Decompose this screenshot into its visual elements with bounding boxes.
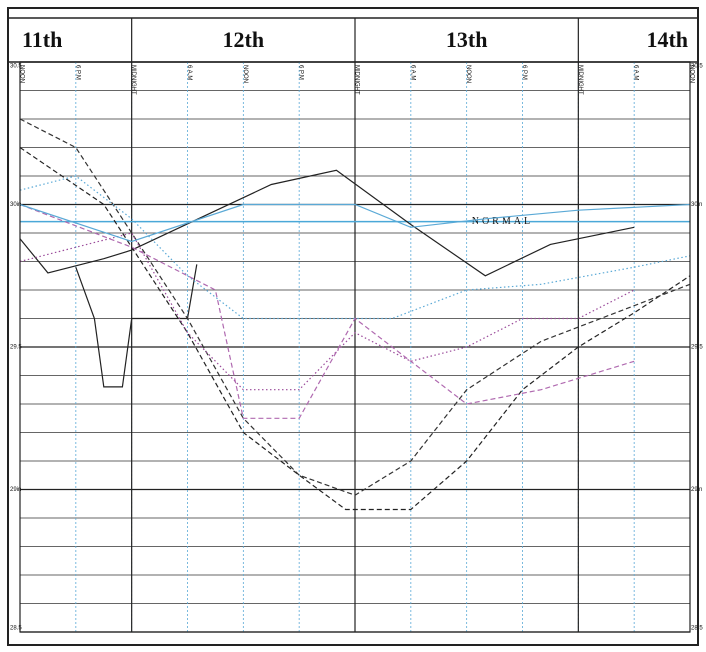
x-tick-label: NOON bbox=[688, 65, 694, 83]
pressure-line bbox=[19, 203, 691, 243]
x-tick-label: 6 A.M bbox=[409, 65, 415, 80]
y-tick-label: 30.5 bbox=[10, 64, 22, 70]
day-label: 11th bbox=[22, 27, 62, 52]
y-tick-label: 30in bbox=[10, 202, 21, 208]
x-tick-label: 6 P.M bbox=[521, 65, 527, 80]
y-tick-label: 28.5 bbox=[10, 626, 22, 632]
pressure-line bbox=[19, 175, 691, 320]
pressure-line bbox=[19, 232, 635, 391]
y-tick-label: 29.5 bbox=[10, 345, 22, 351]
pressure-line bbox=[19, 147, 691, 511]
x-tick-label: 6 A.M bbox=[633, 65, 639, 80]
normal-label: NORMAL bbox=[472, 216, 533, 227]
x-tick-label: NOON bbox=[465, 65, 471, 83]
y-tick-label-right: 28.5 bbox=[691, 626, 703, 632]
day-label: 13th bbox=[446, 27, 488, 52]
x-tick-label: NOON bbox=[242, 65, 248, 83]
pressure-line bbox=[19, 118, 691, 496]
x-tick-label: NOON bbox=[18, 65, 24, 83]
y-tick-label-right: 30.5 bbox=[691, 64, 703, 70]
x-tick-label: 6 P.M bbox=[298, 65, 304, 80]
day-label: 12th bbox=[223, 27, 265, 52]
y-tick-label-right: 30in bbox=[691, 202, 702, 208]
outer-frame bbox=[7, 7, 699, 646]
x-tick-label: 6 P.M bbox=[74, 65, 80, 80]
x-tick-label: 6 A.M bbox=[186, 65, 192, 80]
y-tick-label: 29in bbox=[10, 487, 21, 493]
x-tick-label: MIDNIGHT bbox=[353, 65, 359, 95]
x-tick-label: MIDNIGHT bbox=[130, 65, 136, 95]
x-tick-label: MIDNIGHT bbox=[577, 65, 583, 95]
day-label: 14th bbox=[646, 27, 688, 52]
plot-frame bbox=[19, 61, 691, 633]
pressure-line bbox=[19, 203, 635, 419]
pressure-line bbox=[75, 264, 198, 388]
y-tick-label-right: 29.5 bbox=[691, 345, 703, 351]
pressure-line bbox=[19, 169, 635, 277]
y-tick-label-right: 29in bbox=[691, 487, 702, 493]
